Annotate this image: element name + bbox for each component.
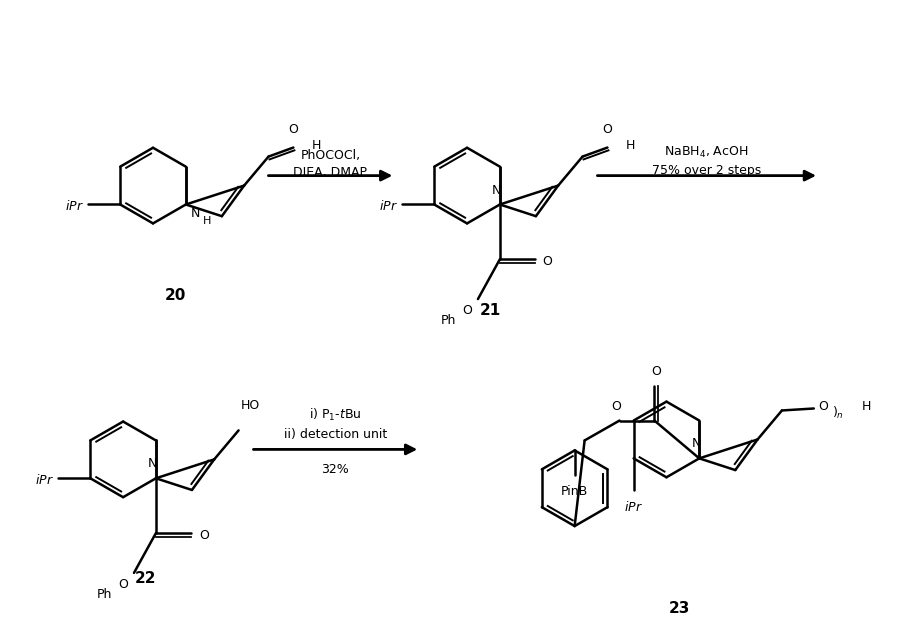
- Text: O: O: [602, 123, 613, 135]
- Text: Ph: Ph: [441, 314, 456, 327]
- Text: H: H: [203, 216, 211, 227]
- Text: 22: 22: [135, 572, 157, 586]
- Text: DIEA, DMAP: DIEA, DMAP: [293, 166, 368, 179]
- Text: NaBH$_4$, AcOH: NaBH$_4$, AcOH: [664, 145, 748, 160]
- Text: PhOCOCl,: PhOCOCl,: [301, 149, 360, 162]
- Text: O: O: [818, 400, 828, 413]
- Text: N: N: [191, 208, 200, 220]
- Text: $i$Pr: $i$Pr: [379, 199, 397, 213]
- Text: N: N: [691, 437, 701, 451]
- Text: 20: 20: [165, 287, 186, 303]
- Text: O: O: [612, 399, 622, 413]
- Text: $i$Pr: $i$Pr: [35, 473, 53, 487]
- Text: )$_n$: )$_n$: [832, 404, 844, 420]
- Text: Ph: Ph: [96, 588, 112, 601]
- Text: O: O: [199, 529, 209, 542]
- Text: 21: 21: [480, 303, 501, 318]
- Text: ii) detection unit: ii) detection unit: [283, 428, 387, 441]
- Text: O: O: [289, 123, 298, 135]
- Text: i) P$_1$-$t$Bu: i) P$_1$-$t$Bu: [309, 406, 361, 423]
- Text: O: O: [118, 578, 128, 591]
- Text: O: O: [543, 254, 553, 268]
- Text: H: H: [312, 139, 321, 152]
- Text: HO: HO: [240, 399, 260, 413]
- Text: 32%: 32%: [322, 463, 349, 476]
- Text: PinB: PinB: [561, 486, 589, 498]
- Text: N: N: [492, 184, 502, 196]
- Text: O: O: [462, 304, 472, 317]
- Text: 23: 23: [668, 601, 690, 616]
- Text: $i$Pr: $i$Pr: [624, 500, 643, 514]
- Text: H: H: [862, 400, 871, 413]
- Text: O: O: [651, 365, 661, 378]
- Text: H: H: [625, 139, 635, 152]
- Text: N: N: [149, 457, 158, 470]
- Text: $i$Pr: $i$Pr: [64, 199, 83, 213]
- Text: 75% over 2 steps: 75% over 2 steps: [652, 164, 761, 177]
